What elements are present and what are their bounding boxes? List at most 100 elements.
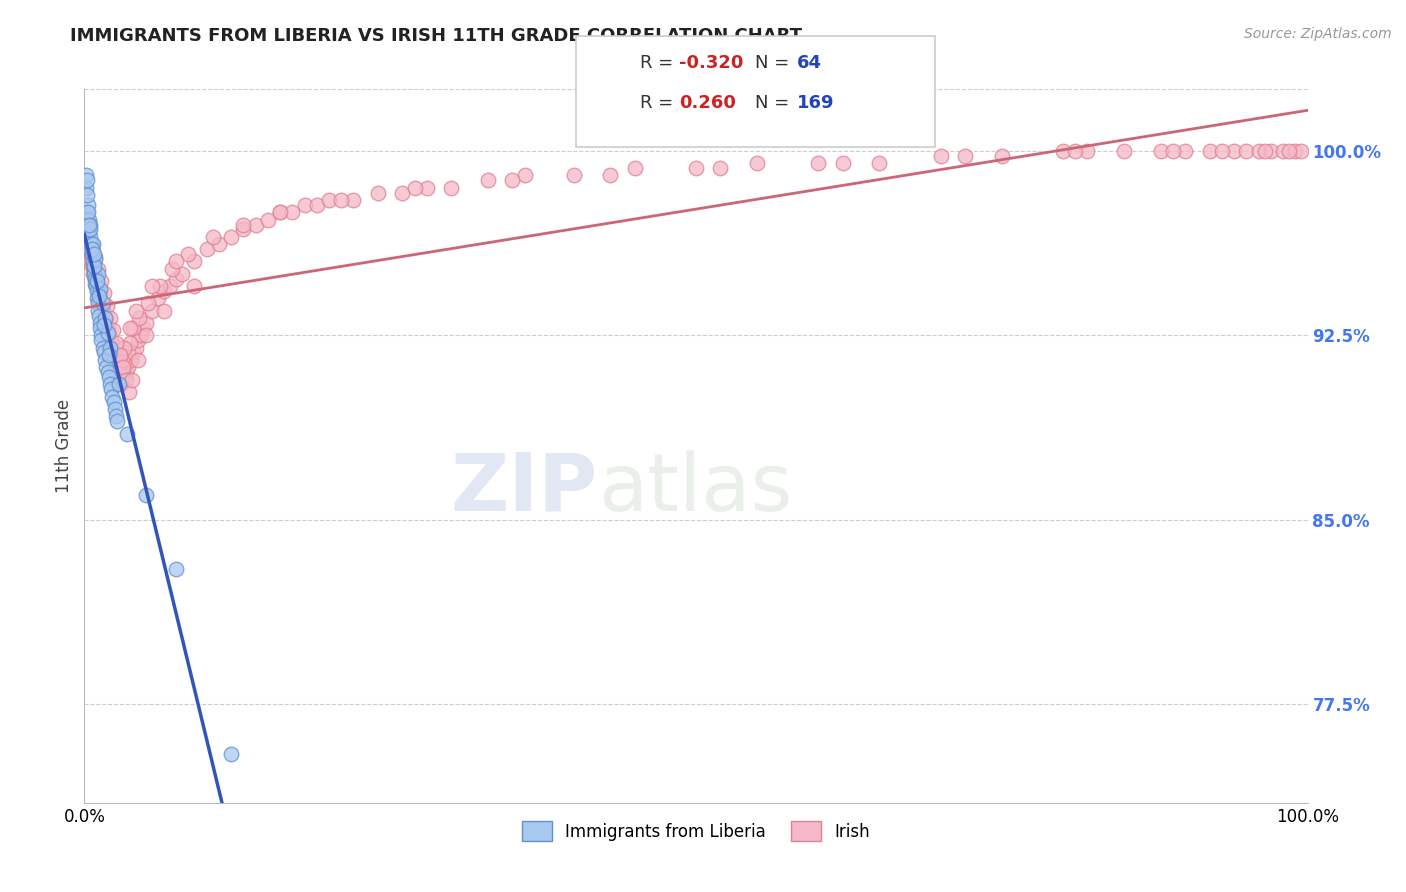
Point xyxy=(75,169,97,183)
Point xyxy=(80,242,103,256)
Point xyxy=(91,303,114,318)
Point xyxy=(1150,144,1173,158)
Point xyxy=(107,377,129,392)
Point xyxy=(75,212,97,227)
Point xyxy=(219,747,242,761)
Point xyxy=(84,250,107,264)
Point xyxy=(125,341,148,355)
Point xyxy=(1223,144,1246,158)
Point xyxy=(93,345,115,359)
Point xyxy=(107,360,129,375)
Point xyxy=(929,148,952,162)
Legend: Immigrants from Liberia, Irish: Immigrants from Liberia, Irish xyxy=(515,814,877,848)
Text: IMMIGRANTS FROM LIBERIA VS IRISH 11TH GRADE CORRELATION CHART: IMMIGRANTS FROM LIBERIA VS IRISH 11TH GR… xyxy=(70,27,803,45)
Point xyxy=(90,296,112,310)
Point xyxy=(127,333,149,347)
Point xyxy=(97,365,120,379)
Point xyxy=(86,284,108,298)
Point xyxy=(75,180,97,194)
Point xyxy=(98,311,121,326)
Point xyxy=(269,205,291,219)
Point xyxy=(245,218,267,232)
Point xyxy=(76,173,98,187)
Point xyxy=(90,274,112,288)
Point xyxy=(117,384,139,399)
Point xyxy=(342,193,364,207)
Text: N =: N = xyxy=(755,94,794,112)
Point xyxy=(87,303,110,318)
Point xyxy=(232,218,254,232)
Point xyxy=(86,279,108,293)
Point xyxy=(1247,144,1270,158)
Point xyxy=(115,365,138,379)
Point xyxy=(112,341,135,355)
Point xyxy=(101,335,124,350)
Point xyxy=(94,321,117,335)
Point xyxy=(136,296,159,310)
Point xyxy=(125,303,148,318)
Point xyxy=(1161,144,1184,158)
Point xyxy=(624,161,647,175)
Point xyxy=(115,426,138,441)
Point xyxy=(1291,144,1313,158)
Point xyxy=(91,296,114,310)
Text: -0.320: -0.320 xyxy=(679,54,744,72)
Point xyxy=(101,352,124,367)
Point xyxy=(121,321,143,335)
Point xyxy=(709,161,731,175)
Point xyxy=(114,352,136,367)
Point xyxy=(129,328,152,343)
Point xyxy=(98,377,121,392)
Point xyxy=(869,156,891,170)
Point xyxy=(146,291,169,305)
Point xyxy=(89,286,111,301)
Point xyxy=(94,311,117,326)
Point xyxy=(83,261,105,276)
Point xyxy=(87,279,110,293)
Point xyxy=(77,222,100,236)
Point xyxy=(77,198,100,212)
Text: 169: 169 xyxy=(797,94,835,112)
Point xyxy=(87,284,110,298)
Point xyxy=(1260,144,1282,158)
Point xyxy=(77,247,100,261)
Point xyxy=(94,352,117,367)
Point xyxy=(1114,144,1136,158)
Point xyxy=(135,328,157,343)
Point xyxy=(599,169,621,183)
Point xyxy=(111,352,134,367)
Point xyxy=(165,271,187,285)
Point xyxy=(281,205,304,219)
Point xyxy=(84,279,107,293)
Point xyxy=(1064,144,1087,158)
Point xyxy=(79,222,101,236)
Point xyxy=(83,261,105,276)
Point xyxy=(183,279,205,293)
Point xyxy=(1076,144,1098,158)
Point xyxy=(83,247,105,261)
Point xyxy=(103,394,125,409)
Point xyxy=(391,186,413,200)
Point xyxy=(117,360,139,375)
Point xyxy=(195,242,218,256)
Point xyxy=(107,352,129,367)
Point xyxy=(82,254,104,268)
Point xyxy=(83,267,105,281)
Point xyxy=(90,328,112,343)
Point xyxy=(108,348,131,362)
Point xyxy=(513,169,536,183)
Point xyxy=(269,205,291,219)
Point xyxy=(141,303,163,318)
Point xyxy=(685,161,707,175)
Point xyxy=(367,186,389,200)
Point xyxy=(100,341,122,355)
Point xyxy=(93,309,115,323)
Point xyxy=(120,321,142,335)
Text: ZIP: ZIP xyxy=(451,450,598,528)
Point xyxy=(84,271,107,285)
Point xyxy=(747,156,769,170)
Point xyxy=(1284,144,1306,158)
Point xyxy=(76,237,98,252)
Point xyxy=(101,390,124,404)
Point xyxy=(219,230,242,244)
